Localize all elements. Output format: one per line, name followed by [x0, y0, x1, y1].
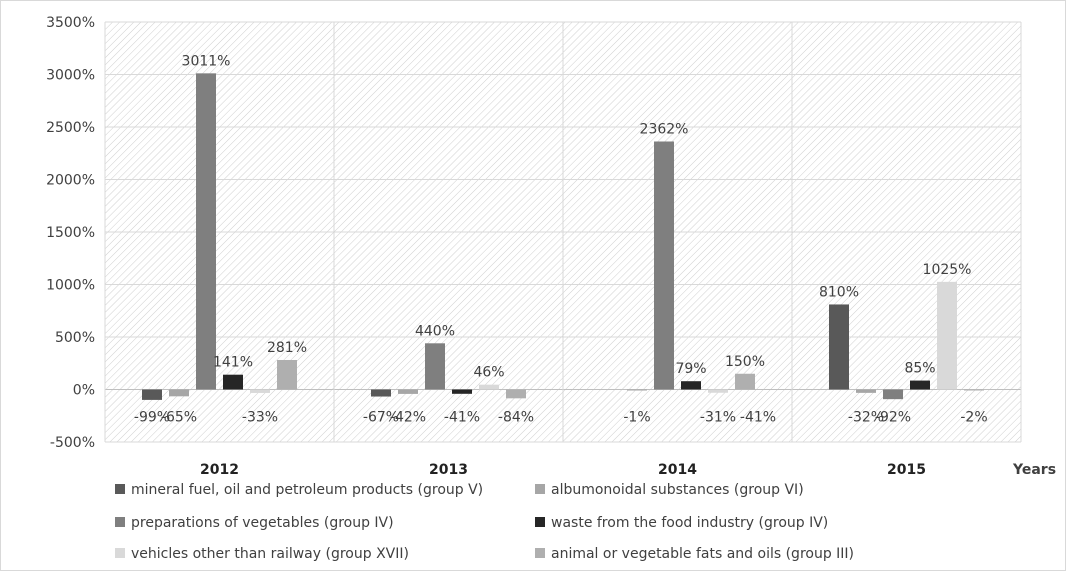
- data-label: -31%: [700, 410, 736, 426]
- bar: [627, 389, 647, 391]
- bar: [479, 384, 499, 390]
- data-label: 141%: [213, 355, 253, 371]
- bar: [708, 389, 728, 393]
- legend: mineral fuel, oil and petroleum products…: [115, 482, 854, 562]
- data-label: -41%: [740, 410, 776, 426]
- y-tick-label: 1500%: [46, 225, 95, 241]
- x-axis-title: Years: [1012, 462, 1056, 478]
- bar: [277, 359, 297, 390]
- legend-swatch: [115, 548, 125, 558]
- legend-swatch: [535, 517, 545, 527]
- bar: [883, 389, 903, 400]
- data-label: -32%: [848, 410, 884, 426]
- data-label: -33%: [242, 410, 278, 426]
- data-label: 1025%: [923, 262, 972, 278]
- x-tick-label: 2012: [200, 462, 239, 478]
- data-label: 3011%: [182, 53, 231, 69]
- y-tick-label: 500%: [55, 330, 95, 346]
- legend-entry: albumonoidal substances (group VI): [551, 482, 804, 498]
- bar: [169, 389, 189, 397]
- data-label: 46%: [473, 365, 504, 381]
- y-tick-label: 2500%: [46, 120, 95, 136]
- data-label: -2%: [960, 410, 987, 426]
- y-tick-label: 2000%: [46, 173, 95, 189]
- bar: [910, 380, 930, 390]
- y-tick-label: 0%: [73, 383, 95, 399]
- bar: [506, 389, 526, 399]
- legend-swatch: [115, 517, 125, 527]
- data-label: 440%: [415, 323, 455, 339]
- x-tick-label: 2015: [887, 462, 926, 478]
- data-label: 150%: [725, 354, 765, 370]
- data-label: -67%: [363, 410, 399, 426]
- bar: [735, 373, 755, 390]
- y-tick-label: 1000%: [46, 278, 95, 294]
- bar: [856, 389, 876, 393]
- x-tick-label: 2013: [429, 462, 468, 478]
- data-label: 810%: [819, 284, 859, 300]
- y-tick-label: 3000%: [46, 68, 95, 84]
- data-label: -41%: [444, 410, 480, 426]
- gridlines: [104, 21, 1022, 443]
- legend-entry: vehicles other than railway (group XVII): [131, 546, 409, 562]
- data-label: -99%: [134, 410, 170, 426]
- y-axis-ticks: -500% 0% 500% 1000% 1500% 2000% 2500% 3000% 3500…: [46, 15, 95, 451]
- data-label: -84%: [498, 410, 534, 426]
- legend-swatch: [115, 484, 125, 494]
- data-label: -42%: [390, 410, 426, 426]
- legend-entry: waste from the food industry (group IV): [551, 515, 828, 531]
- data-label: -65%: [161, 410, 197, 426]
- y-tick-label: 3500%: [46, 15, 95, 31]
- bar: [223, 374, 243, 390]
- legend-entry: mineral fuel, oil and petroleum products…: [131, 482, 483, 498]
- legend-swatch: [535, 484, 545, 494]
- bar: [964, 389, 984, 391]
- y-tick-label: -500%: [50, 435, 95, 451]
- legend-entry: animal or vegetable fats and oils (group…: [551, 546, 854, 562]
- bar: [196, 73, 216, 390]
- data-label: 85%: [904, 361, 935, 377]
- data-label: 281%: [267, 340, 307, 356]
- bar: [829, 304, 849, 390]
- bar: [142, 389, 162, 400]
- legend-swatch: [535, 548, 545, 558]
- bar: [681, 381, 701, 390]
- bar: [937, 281, 957, 390]
- bar: [250, 389, 270, 393]
- x-tick-label: 2014: [658, 462, 697, 478]
- data-label: -1%: [623, 410, 650, 426]
- x-axis-ticks: 2012 2013 2014 2015: [200, 462, 926, 478]
- bars: [142, 73, 984, 400]
- data-labels: -99%-65% 3011% 141% -33% 281% -67%-42% 440% -41…: [134, 53, 988, 425]
- data-label: 2362%: [640, 121, 689, 137]
- data-label: 79%: [675, 361, 706, 377]
- bar: [654, 141, 674, 390]
- bar: [452, 389, 472, 394]
- legend-entry: preparations of vegetables (group IV): [131, 515, 394, 531]
- bar: [398, 389, 418, 394]
- data-label: -92%: [875, 410, 911, 426]
- bar: [371, 389, 391, 397]
- bar: [425, 343, 445, 390]
